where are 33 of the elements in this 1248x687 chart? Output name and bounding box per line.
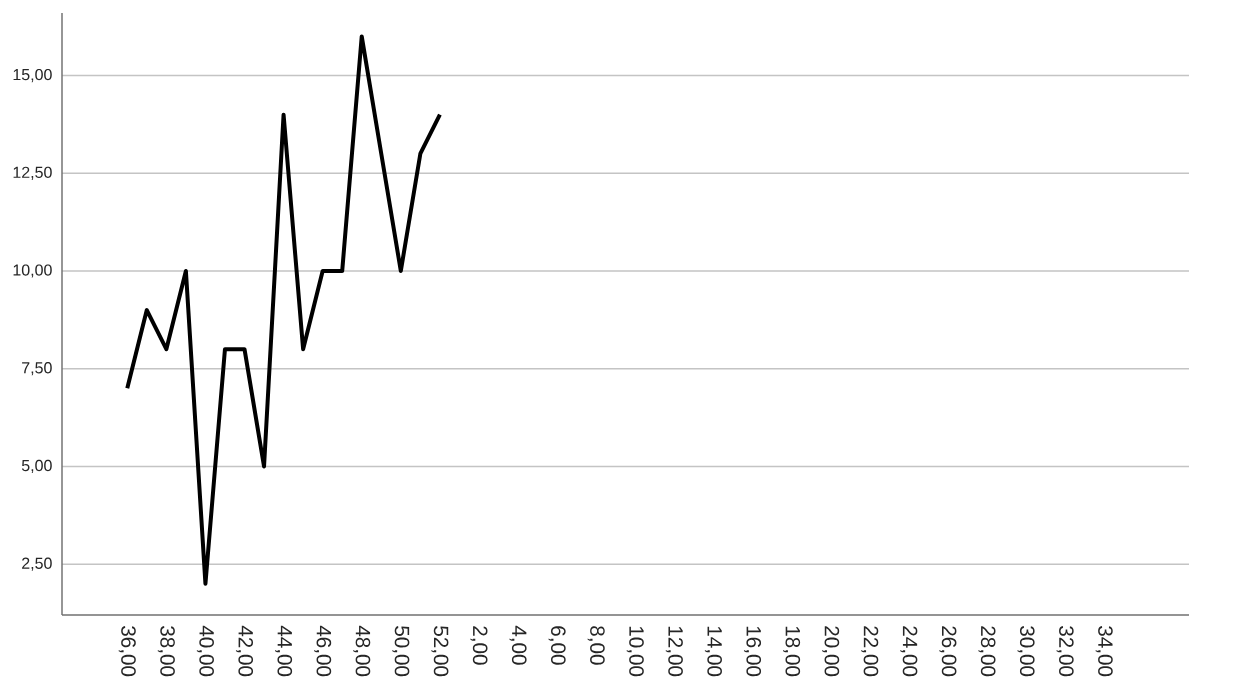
x-tick-label: 26,00	[939, 626, 957, 677]
y-tick-label: 10,00	[13, 264, 52, 278]
x-tick-label: 46,00	[314, 625, 332, 677]
x-tick-label: 36,00	[118, 626, 136, 677]
x-tick-label: 22,00	[861, 626, 879, 677]
y-tick-label: 7,50	[22, 362, 52, 376]
x-tick-label: 18,00	[783, 626, 801, 677]
x-tick-label: 48,00	[353, 625, 371, 677]
line-series	[125, 34, 442, 586]
x-tick-label: 4,00	[509, 625, 527, 665]
x-tick-label: 40,00	[196, 625, 214, 677]
x-tick-label: 30,00	[1017, 626, 1035, 677]
y-tick-label: 12,50	[13, 166, 52, 180]
x-tick-label: 6,00	[548, 626, 566, 665]
x-tick-label: 42,00	[235, 625, 254, 677]
x-tick-label: 20,00	[822, 626, 840, 677]
x-tick-label: 10,00	[626, 626, 644, 677]
x-tick-label: 38,00	[157, 626, 175, 677]
y-tick-label: 5,00	[21, 459, 52, 474]
x-tick-label: 44,00	[275, 625, 293, 677]
x-tick-label: 28,00	[978, 626, 996, 677]
x-tick-label: 50,00	[392, 626, 410, 677]
x-tick-label: 16,00	[743, 626, 762, 677]
x-tick-label: 52,00	[431, 626, 449, 677]
x-tick-label: 8,00	[587, 626, 605, 665]
x-tick-label: 32,00	[1056, 626, 1074, 677]
y-tick-label: 2,50	[22, 557, 52, 571]
x-tick-label: 2,00	[470, 626, 488, 665]
x-tick-label: 24,00	[900, 626, 918, 677]
x-tick-label: 34,00	[1095, 626, 1113, 677]
x-tick-label: 14,00	[704, 626, 722, 677]
x-tick-label: 12,00	[665, 626, 683, 677]
y-tick-label: 15,00	[13, 68, 52, 83]
